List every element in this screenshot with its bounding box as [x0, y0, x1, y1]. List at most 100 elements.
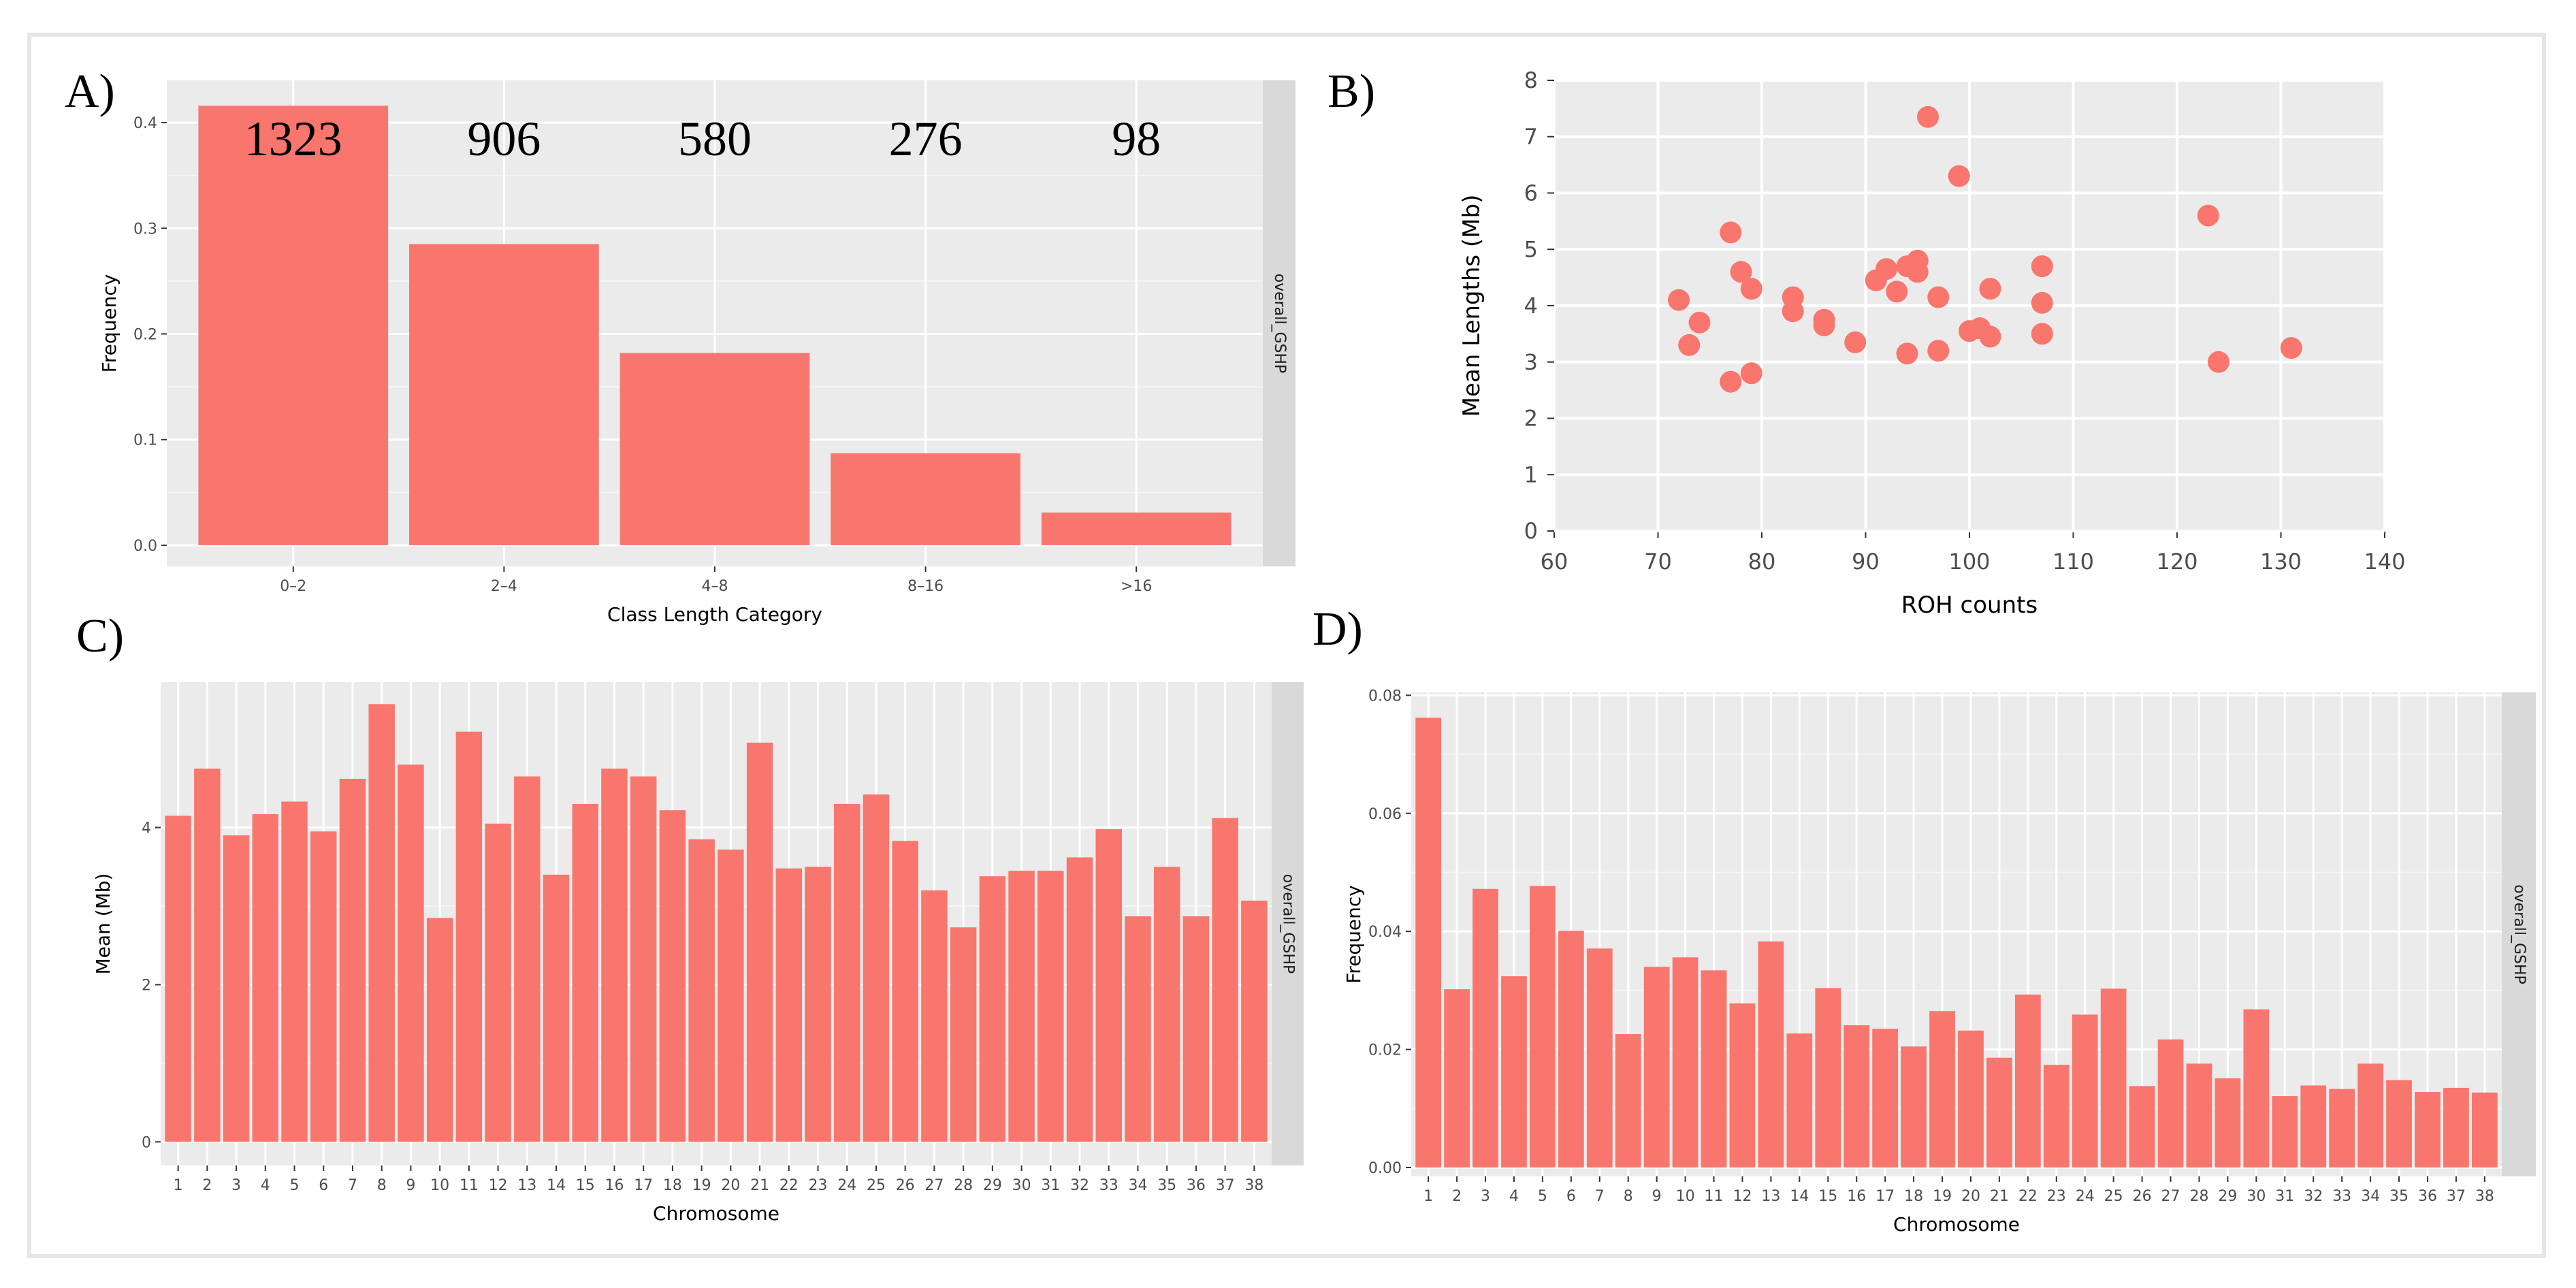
y-tick-label: 8 [1524, 67, 1538, 93]
y-axis-title: Mean (Mb) [92, 873, 114, 975]
y-tick-label: 0.3 [133, 221, 157, 238]
facet-label: overall_GSHP [2511, 884, 2528, 984]
facet-strip [1272, 682, 1304, 1165]
x-tick-label: 9 [406, 1177, 415, 1194]
x-tick-label: 32 [1070, 1177, 1089, 1194]
y-tick-label: 0.06 [1368, 806, 1402, 823]
panel-label-d: D) [1313, 603, 1363, 656]
x-tick-label: 11 [460, 1177, 479, 1194]
bar [1415, 718, 1442, 1168]
bar [310, 831, 337, 1142]
y-tick-label: 7 [1524, 124, 1538, 150]
x-tick-label: 22 [2018, 1188, 2038, 1205]
scatter-point [1740, 278, 1762, 300]
y-tick-label: 5 [1524, 236, 1538, 262]
y-tick-label: 0.4 [133, 115, 157, 132]
x-tick-label: 8 [377, 1177, 387, 1194]
x-tick-label: 0–2 [280, 578, 306, 595]
bar [2329, 1089, 2355, 1168]
y-axis-title: Mean Lengths (Mb) [1458, 195, 1485, 417]
bar [863, 794, 890, 1142]
x-tick-label: 38 [1244, 1177, 1263, 1194]
facet-strip [2502, 692, 2536, 1176]
bar [2129, 1086, 2155, 1168]
x-tick-label: 5 [290, 1177, 300, 1194]
bar [1929, 1011, 1955, 1168]
bar [1037, 871, 1064, 1142]
scatter-point [2197, 204, 2219, 227]
x-tick-label: 37 [1216, 1177, 1235, 1194]
bar [409, 244, 599, 545]
x-tick-label: 6 [319, 1177, 328, 1194]
x-tick-label: 4–8 [702, 578, 728, 595]
x-tick-label: 26 [896, 1177, 915, 1194]
x-tick-label: 17 [1875, 1188, 1895, 1205]
x-tick-label: 29 [2218, 1188, 2237, 1205]
bar [194, 768, 221, 1142]
y-tick-label: 2 [1524, 406, 1538, 432]
count-label: 580 [678, 112, 752, 166]
bar [688, 839, 715, 1142]
y-tick-label: 2 [142, 977, 151, 994]
x-tick-label: 25 [2104, 1188, 2123, 1205]
y-tick-label: 1 [1524, 462, 1538, 487]
scatter-point [1688, 311, 1711, 334]
bar [718, 849, 744, 1142]
x-axis-title: Chromosome [653, 1202, 779, 1225]
bar [2215, 1078, 2241, 1168]
bar [1901, 1046, 1927, 1168]
y-tick-label: 0.2 [133, 327, 157, 344]
bar [2272, 1096, 2298, 1168]
bar [368, 704, 395, 1142]
y-tick-label: 0.04 [1368, 924, 1402, 941]
x-tick-label: 10 [430, 1177, 449, 1194]
scatter-point [1875, 258, 1897, 280]
y-tick-label: 0 [142, 1134, 151, 1151]
x-tick-label: 13 [517, 1177, 536, 1194]
x-tick-label: 1 [1423, 1188, 1433, 1205]
bar [1672, 957, 1698, 1168]
bar [1815, 988, 1841, 1168]
bar [252, 814, 279, 1142]
bar [2072, 1014, 2098, 1168]
x-tick-label: 37 [2447, 1188, 2466, 1205]
x-tick-label: 28 [954, 1177, 973, 1194]
x-tick-label: 34 [2361, 1188, 2380, 1205]
y-tick-label: 0.00 [1368, 1160, 1402, 1177]
bar [1615, 1034, 1641, 1168]
x-tick-label: 30 [1012, 1177, 1031, 1194]
bar [831, 453, 1020, 545]
x-tick-label: 2 [202, 1177, 212, 1194]
y-axis-title: Frequency [1342, 885, 1365, 984]
x-tick-label: 33 [2332, 1188, 2351, 1205]
bar [834, 803, 860, 1142]
x-tick-label: >16 [1121, 578, 1152, 595]
bar [514, 776, 541, 1142]
bar [1125, 916, 1151, 1142]
bar [746, 742, 773, 1142]
x-tick-label: 21 [1990, 1188, 2009, 1205]
bar [426, 918, 453, 1142]
x-tick-label: 33 [1099, 1177, 1118, 1194]
bar [1182, 916, 1210, 1142]
x-tick-label: 23 [809, 1177, 828, 1194]
x-axis-title: ROH counts [1901, 592, 2038, 619]
bar [281, 801, 308, 1142]
x-tick-label: 27 [924, 1177, 944, 1194]
x-tick-label: 11 [1705, 1188, 1724, 1205]
x-tick-label: 12 [1733, 1188, 1752, 1205]
facet-label: overall_GSHP [1280, 874, 1297, 974]
bar [1643, 967, 1670, 1168]
bar [950, 927, 977, 1142]
bar [1444, 989, 1470, 1168]
bar [339, 779, 366, 1142]
x-tick-label: 3 [231, 1177, 241, 1194]
x-tick-label: 12 [489, 1177, 508, 1194]
x-tick-label: 18 [1904, 1188, 1923, 1205]
x-tick-label: 3 [1481, 1188, 1490, 1205]
scatter-point [1720, 221, 1742, 244]
x-tick-label: 20 [1961, 1188, 1980, 1205]
x-tick-label: 4 [261, 1177, 270, 1194]
bar [1844, 1025, 1870, 1168]
y-tick-label: 6 [1524, 180, 1538, 206]
